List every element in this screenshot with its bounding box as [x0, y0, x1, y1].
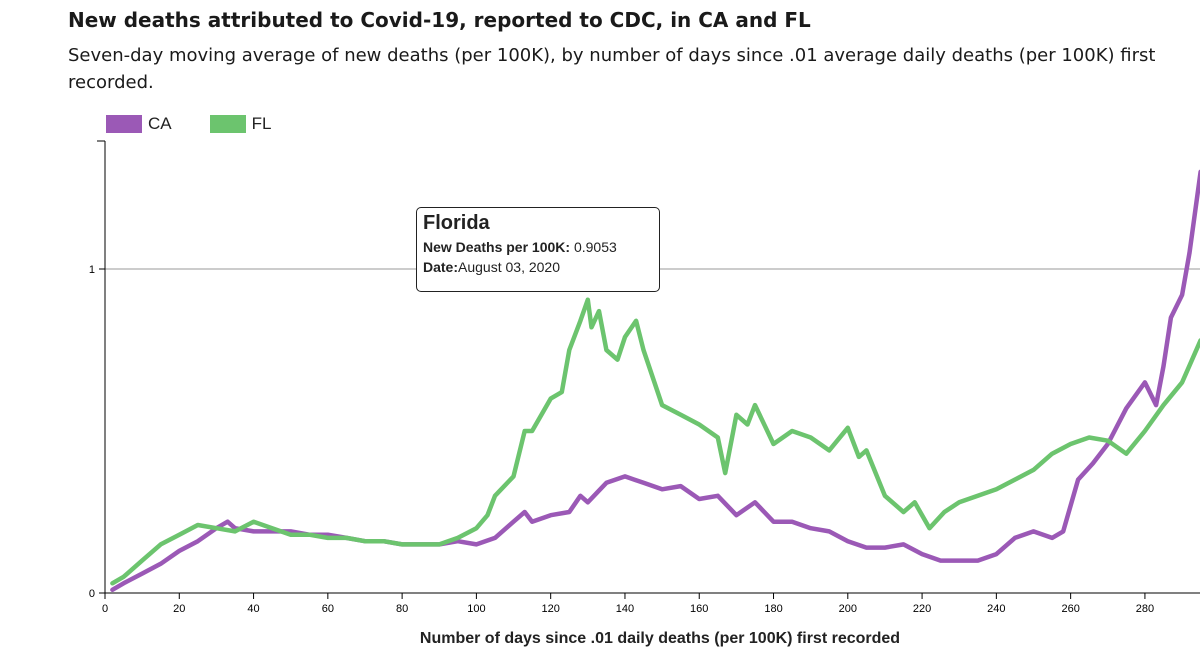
axes-layer	[97, 140, 1200, 594]
legend-swatch-ca	[106, 115, 142, 133]
legend-label-ca: CA	[148, 114, 172, 133]
x-tick-label: 140	[616, 603, 634, 615]
tooltip-deaths-value: 0.9053	[573, 239, 617, 255]
series-line-fl	[110, 297, 1200, 586]
chart-title: New deaths attributed to Covid-19, repor…	[68, 8, 811, 32]
x-tick-label: 240	[987, 603, 1005, 615]
tooltip-date: Date:August 03, 2020	[423, 259, 653, 275]
x-tick-label: 200	[839, 603, 857, 615]
legend-swatch-fl	[209, 115, 246, 133]
legend-item-fl[interactable]: FL	[209, 114, 272, 134]
tooltip-title: Florida	[423, 212, 490, 234]
x-tick-label: 20	[173, 603, 185, 615]
x-tick-label: 80	[396, 603, 408, 615]
tooltip-deaths: New Deaths per 100K: 0.9053	[423, 239, 653, 255]
x-axis-label: Number of days since .01 daily deaths (p…	[419, 630, 901, 647]
y-tick-label: 1	[89, 264, 95, 276]
tooltip: Florida New Deaths per 100K: 0.9053 Date…	[416, 207, 660, 292]
x-tick-label: 0	[102, 603, 108, 615]
series-layer	[110, 169, 1200, 593]
x-tick-label: 180	[764, 603, 782, 615]
tooltip-date-label: Date:	[423, 259, 459, 275]
legend: CA FL	[106, 114, 309, 134]
x-tick-label: 120	[542, 603, 560, 615]
x-tick-label: 220	[913, 603, 931, 615]
legend-item-ca[interactable]: CA	[106, 114, 172, 134]
x-tick-label: 280	[1136, 603, 1154, 615]
x-tick-label: 260	[1061, 603, 1079, 615]
y-tick-label: 0	[89, 588, 95, 600]
ticks-layer: 0 20 40 60 80 100 120 140 160 180 200 220 240 260 280 0…	[89, 264, 1154, 615]
x-tick-label: 160	[690, 603, 708, 615]
tooltip-deaths-label: New Deaths per 100K:	[423, 239, 571, 255]
series-line-ca	[110, 169, 1200, 593]
tooltip-date-value: August 03, 2020	[458, 259, 560, 275]
x-tick-label: 40	[247, 603, 259, 615]
legend-label-fl: FL	[251, 114, 272, 133]
x-tick-label: 60	[322, 603, 334, 615]
x-tick-label: 100	[467, 603, 485, 615]
chart-subtitle: Seven-day moving average of new deaths (…	[68, 45, 1156, 93]
